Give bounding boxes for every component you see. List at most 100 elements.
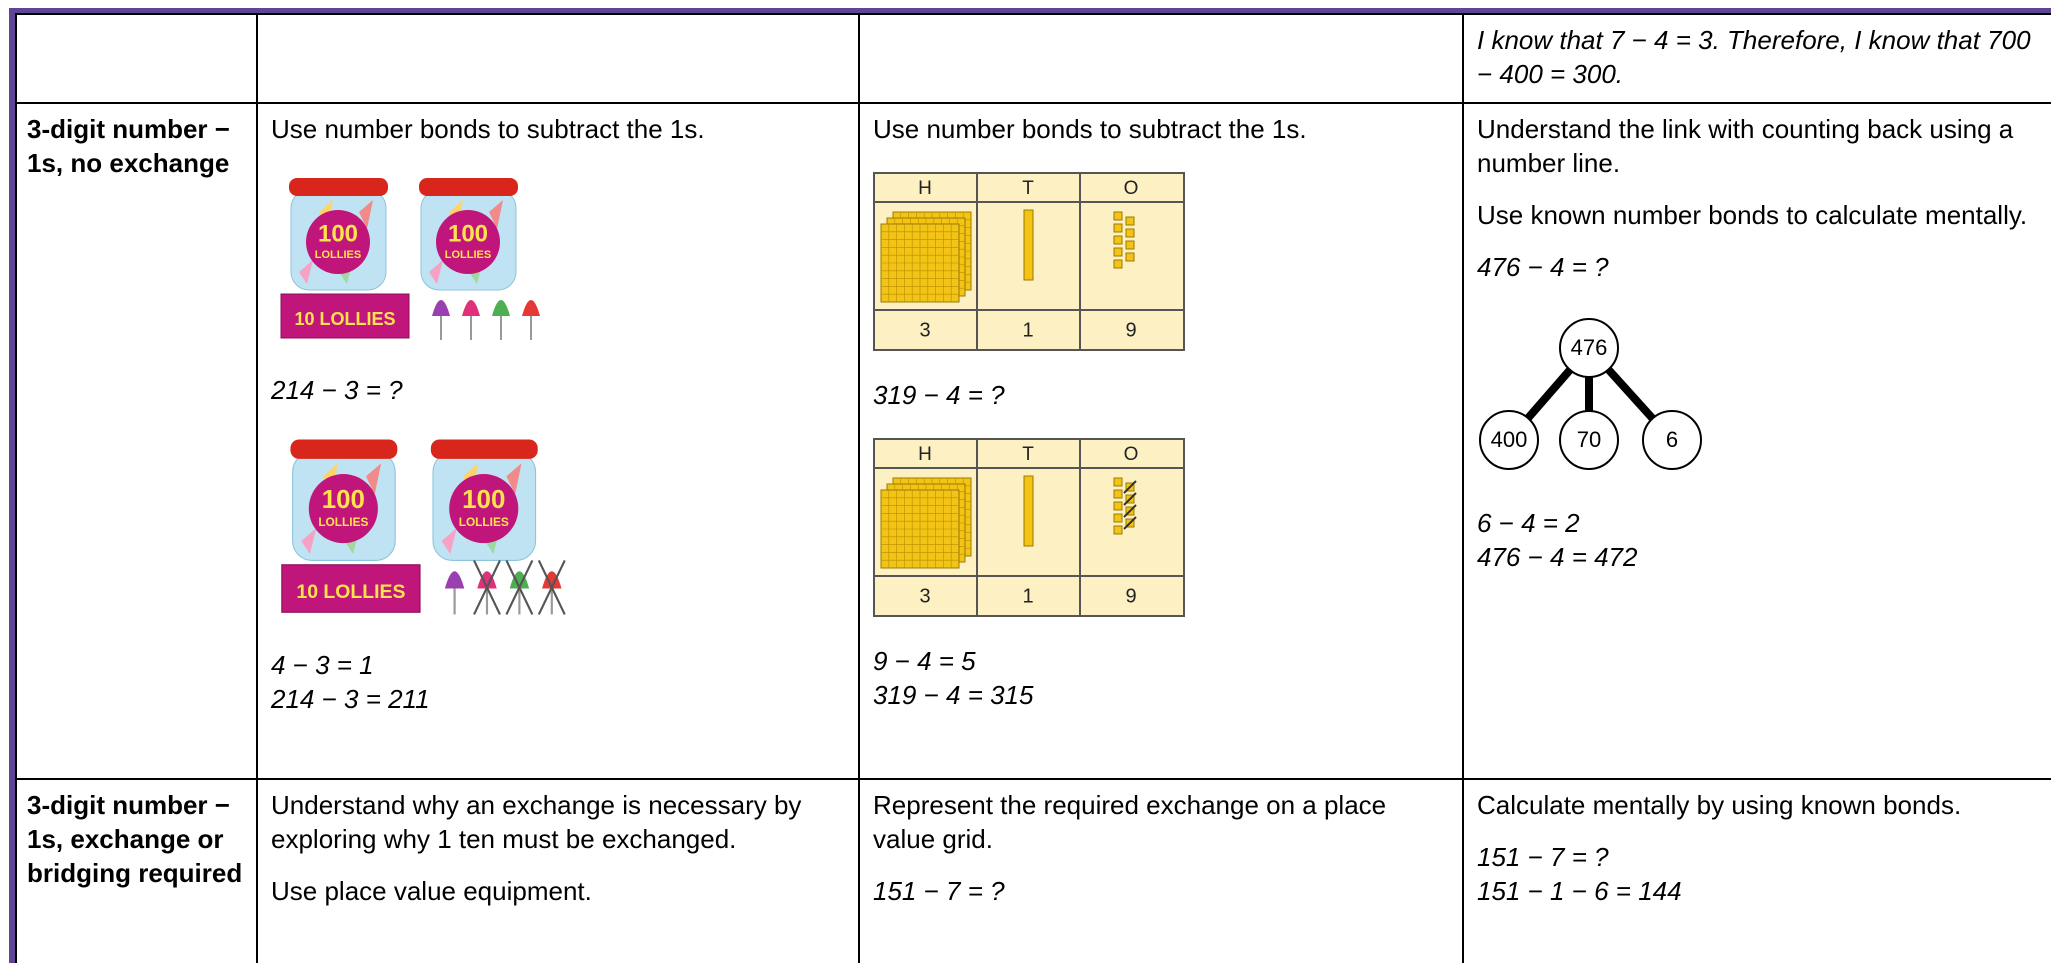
row-heading: 3-digit number − 1s, no exchange bbox=[15, 102, 258, 780]
part-label: 400 bbox=[1491, 427, 1528, 452]
jar-number: 100 bbox=[322, 486, 365, 514]
jar-lid bbox=[289, 178, 388, 196]
jar-sweet bbox=[299, 260, 313, 284]
table-cell: I know that 7 − 4 = 3. Therefore, I know… bbox=[1462, 13, 2051, 104]
table-cell bbox=[256, 13, 860, 104]
jar-lid bbox=[430, 439, 538, 459]
column-header: H bbox=[918, 444, 932, 465]
equation: 214 − 3 = ? bbox=[271, 375, 403, 405]
part-label: 6 bbox=[1666, 427, 1678, 452]
ten-rod bbox=[1023, 209, 1034, 281]
cross-out bbox=[505, 559, 534, 615]
paragraph: Use place value equipment. bbox=[271, 876, 592, 906]
lolly bbox=[444, 571, 465, 589]
jar-number: 100 bbox=[318, 220, 358, 247]
equation: 476 − 4 = ? bbox=[1477, 252, 1609, 282]
one-cube bbox=[1113, 247, 1123, 257]
column-header: O bbox=[1124, 178, 1139, 199]
part-circle bbox=[1642, 410, 1702, 470]
whole-label: 476 bbox=[1571, 335, 1608, 360]
cross-out bbox=[1123, 492, 1137, 506]
equation: 4 − 3 = 1 bbox=[271, 650, 374, 680]
lolly bbox=[462, 300, 480, 316]
paragraph: Use number bonds to subtract the 1s. bbox=[873, 114, 1307, 144]
one-cube bbox=[1125, 240, 1135, 250]
jar-sweet bbox=[429, 260, 443, 284]
jar-sweet bbox=[506, 463, 522, 495]
place-value-grid: H 3 T 1 O 9 bbox=[873, 172, 1185, 351]
jar-number: 100 bbox=[448, 220, 488, 247]
one-cube bbox=[1113, 513, 1123, 523]
lolly bbox=[522, 300, 540, 316]
table-row: I know that 7 − 4 = 3. Therefore, I know… bbox=[15, 13, 2051, 104]
part-label: 70 bbox=[1577, 427, 1601, 452]
equation: 319 − 4 = 315 bbox=[873, 680, 1034, 710]
table-cell: Understand the link with counting back u… bbox=[1462, 102, 2051, 780]
paragraph: Understand why an exchange is necessary … bbox=[271, 790, 802, 854]
one-cube bbox=[1113, 223, 1123, 233]
lolly bbox=[432, 300, 450, 316]
equation: I know that 7 − 4 = 3. Therefore, I know… bbox=[1477, 25, 2031, 89]
page-border bbox=[9, 8, 2051, 13]
illustration: 100 LOLLIES 100 LOLLIES 10 LOLLIES bbox=[271, 433, 846, 622]
jar-word: LOLLIES bbox=[459, 515, 509, 529]
one-cube bbox=[1113, 259, 1123, 269]
equation: 151 − 7 = ? bbox=[1477, 842, 1609, 872]
column-digit: 1 bbox=[1022, 319, 1033, 341]
lollies-box bbox=[281, 564, 421, 613]
row-heading: 3-digit number − 1s, exchange or bridgin… bbox=[15, 778, 258, 963]
page-border bbox=[9, 8, 15, 963]
jar-lid bbox=[290, 439, 398, 459]
progression-table: I know that 7 − 4 = 3. Therefore, I know… bbox=[15, 13, 2051, 963]
column-digit: 1 bbox=[1022, 585, 1033, 607]
table-cell: Calculate mentally by using known bonds.… bbox=[1462, 778, 2051, 963]
paragraph: Calculate mentally by using known bonds. bbox=[1477, 790, 1962, 820]
jar-sweet bbox=[301, 528, 317, 554]
one-cube bbox=[1113, 211, 1123, 221]
column-digit: 3 bbox=[919, 585, 930, 607]
table-cell bbox=[858, 13, 1464, 104]
table-row: 3-digit number − 1s, exchange or bridgin… bbox=[15, 778, 2051, 963]
jar-sweet bbox=[489, 200, 503, 229]
jar-sweet bbox=[366, 463, 382, 495]
jar-label bbox=[436, 210, 500, 274]
equation: 6 − 4 = 2 bbox=[1477, 508, 1580, 538]
one-cube bbox=[1113, 489, 1123, 499]
one-cube bbox=[1113, 501, 1123, 511]
jar-label bbox=[306, 210, 370, 274]
one-cube bbox=[1125, 216, 1135, 226]
illustration: H 3 T 1 O 9 bbox=[873, 438, 1450, 618]
box-label: 10 LOLLIES bbox=[294, 309, 395, 329]
equation: 214 − 3 = 211 bbox=[271, 684, 430, 714]
table-cell bbox=[15, 13, 258, 104]
table-cell: Use number bonds to subtract the 1s. H 3 T 1… bbox=[858, 102, 1464, 780]
one-cube bbox=[1113, 235, 1123, 245]
paragraph: Use known number bonds to calculate ment… bbox=[1477, 200, 2028, 230]
column-header: O bbox=[1124, 444, 1139, 465]
jar-word: LOLLIES bbox=[315, 249, 361, 261]
equation: 151 − 7 = ? bbox=[873, 876, 1005, 906]
table-row: 3-digit number − 1s, no exchange Use numb… bbox=[15, 102, 2051, 780]
column-header: T bbox=[1022, 178, 1034, 199]
equation: 476 − 4 = 472 bbox=[1477, 542, 1638, 572]
table-body: I know that 7 − 4 = 3. Therefore, I know… bbox=[15, 13, 2051, 963]
equation: 319 − 4 = ? bbox=[873, 380, 1005, 410]
jar-number: 100 bbox=[462, 486, 505, 514]
cross-out bbox=[1123, 504, 1137, 518]
cross-out bbox=[1123, 480, 1137, 494]
cross-out bbox=[1123, 516, 1137, 530]
column-digit: 3 bbox=[919, 319, 930, 341]
one-cube bbox=[1125, 228, 1135, 238]
column-digit: 9 bbox=[1125, 585, 1136, 607]
column-digit: 9 bbox=[1125, 319, 1136, 341]
whole-circle bbox=[1559, 318, 1619, 378]
column-header: H bbox=[918, 178, 932, 199]
part-whole-model: 476 400 70 6 bbox=[1479, 318, 1702, 470]
table-cell: Understand why an exchange is necessary … bbox=[256, 778, 860, 963]
equation: 151 − 1 − 6 = 144 bbox=[1477, 876, 1682, 906]
illustration: 476 400 70 6 bbox=[1477, 310, 2043, 480]
jar-word: LOLLIES bbox=[318, 515, 368, 529]
